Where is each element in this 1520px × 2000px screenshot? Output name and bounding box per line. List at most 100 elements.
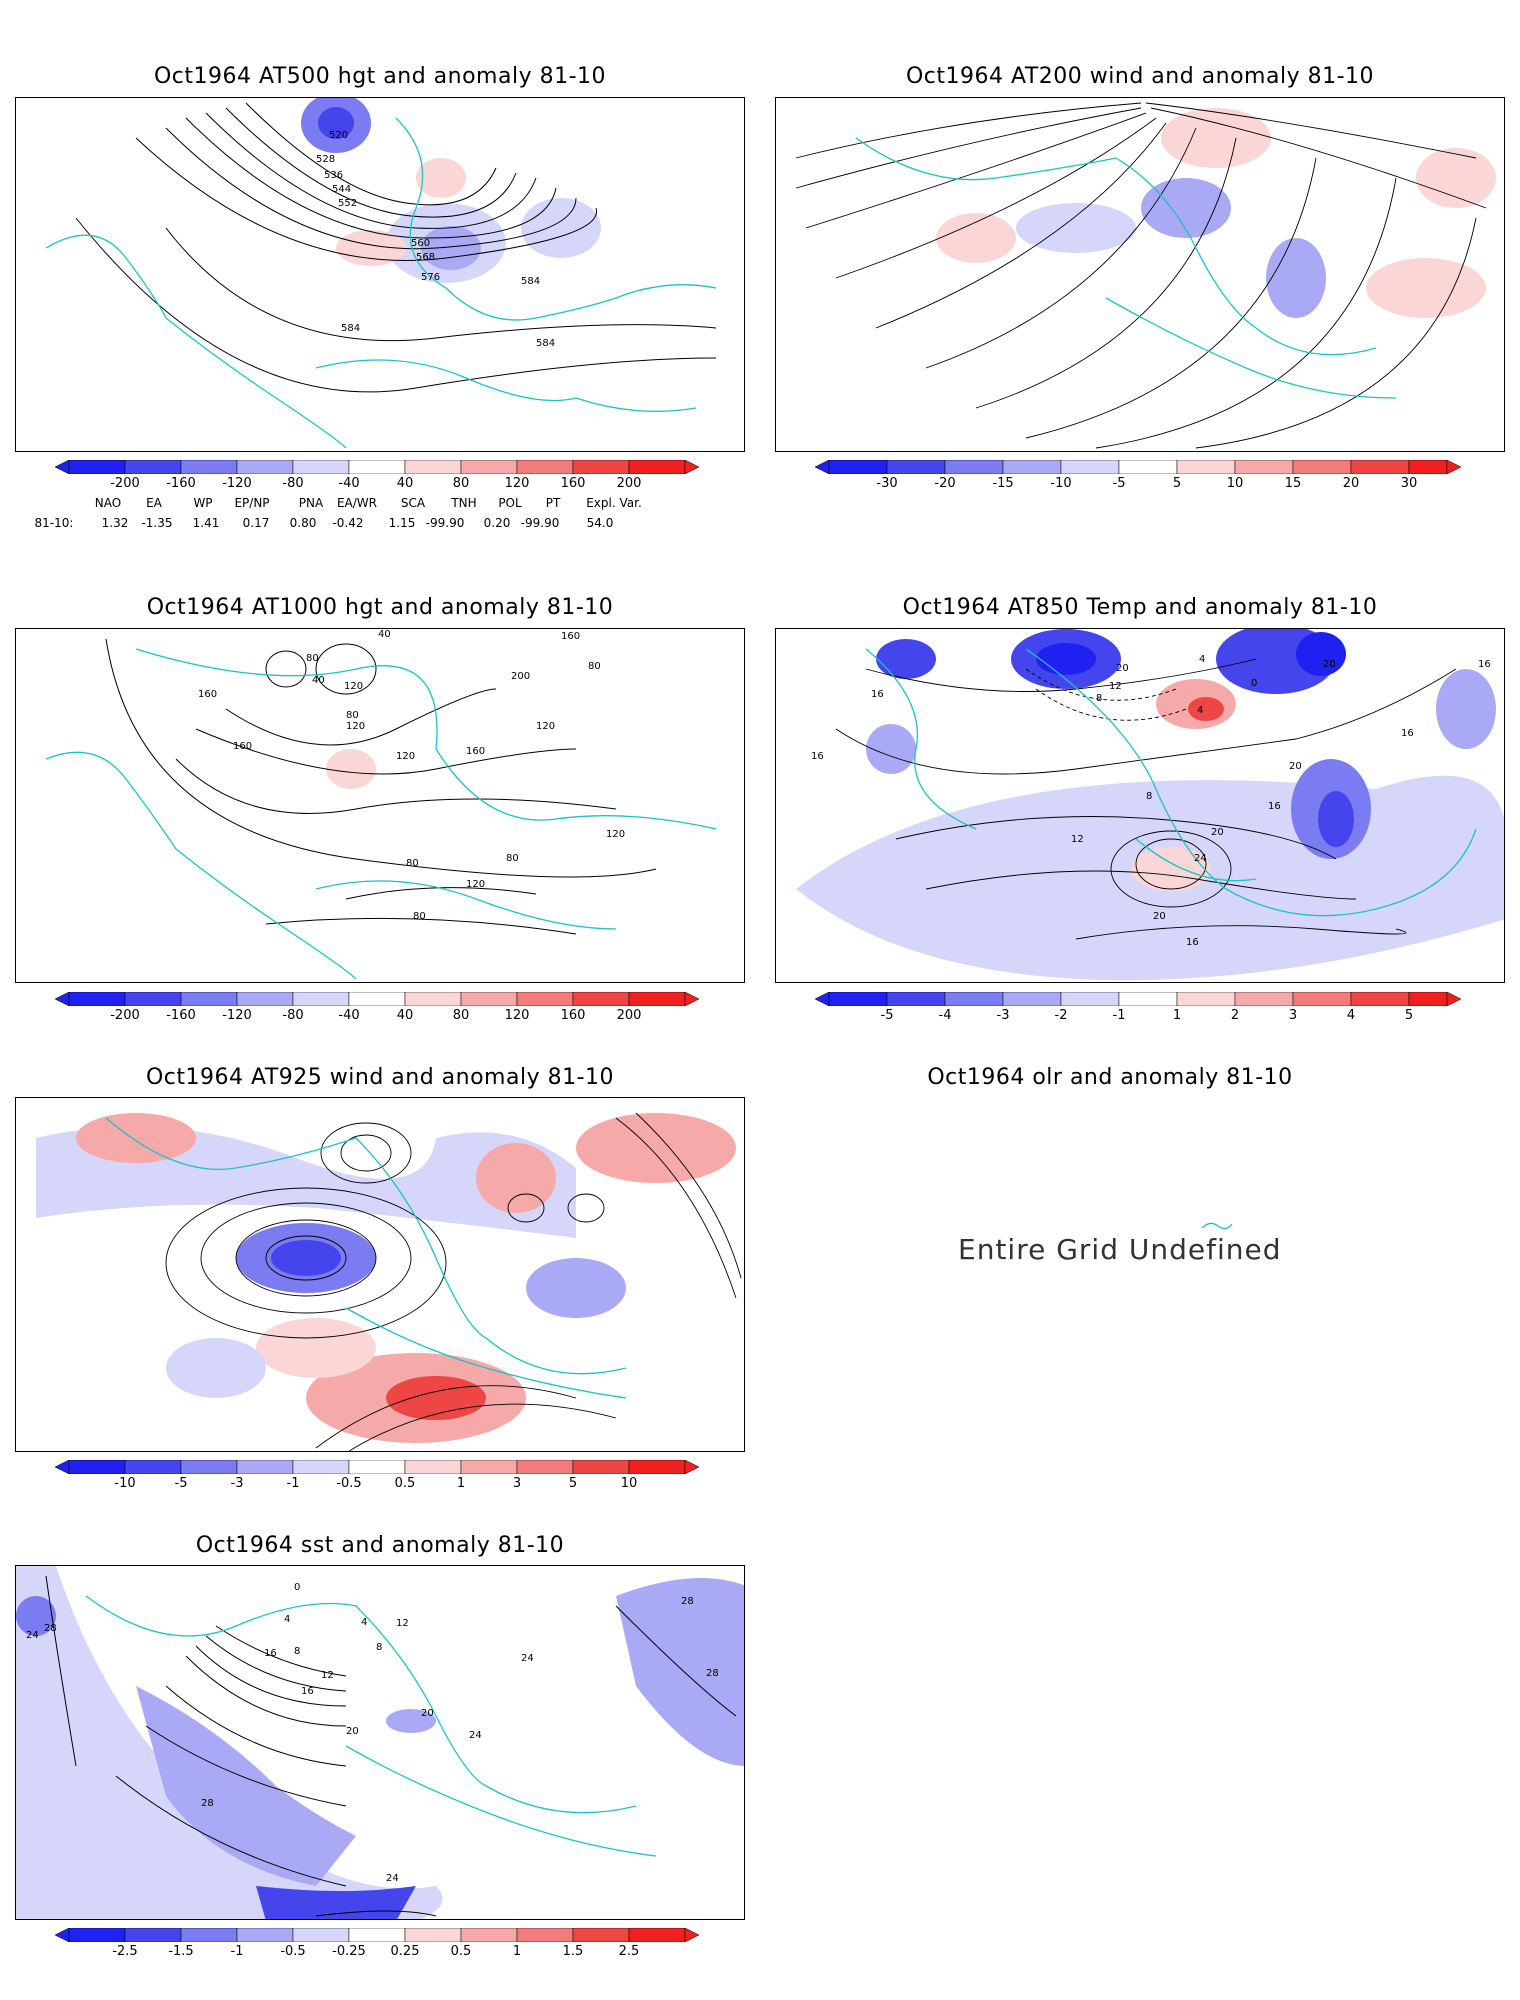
colorbar-hgt1000 bbox=[55, 992, 700, 1006]
svg-text:24: 24 bbox=[386, 1873, 399, 1884]
cbar-label: -30 bbox=[876, 476, 898, 491]
cbar-label: -200 bbox=[110, 1008, 140, 1023]
index-value: 0.20 bbox=[483, 516, 511, 530]
colorbar-temp850 bbox=[815, 992, 1462, 1006]
svg-text:8: 8 bbox=[294, 1646, 300, 1657]
cbar-label: -5 bbox=[174, 1476, 188, 1491]
index-value: 1.32 bbox=[101, 516, 129, 530]
svg-text:4: 4 bbox=[284, 1614, 290, 1625]
olr-coast-fragment bbox=[1201, 1222, 1233, 1230]
cbar-label: -5 bbox=[1112, 476, 1126, 491]
cbar-label: -5 bbox=[880, 1008, 894, 1023]
anomaly-fills bbox=[936, 108, 1496, 318]
cbar-label: 1 bbox=[456, 1476, 466, 1491]
cbar-label: 160 bbox=[560, 476, 586, 491]
cbar-label: -40 bbox=[338, 476, 360, 491]
svg-text:16: 16 bbox=[264, 1648, 277, 1659]
panel-title-olr: Oct1964 olr and anomaly 81-10 bbox=[927, 1065, 1293, 1090]
index-value-row: 81-10: 1.32 -1.35 1.41 0.17 0.80 -0.42 1… bbox=[0, 516, 740, 532]
svg-text:160: 160 bbox=[198, 689, 217, 700]
cbar-label: -40 bbox=[338, 1008, 360, 1023]
map-at925 bbox=[15, 1097, 745, 1452]
cbar-label: 5 bbox=[1172, 476, 1182, 491]
map-sst-svg: 28 24 28 0 4 8 4 8 12 16 20 20 24 24 28 … bbox=[16, 1566, 744, 1919]
svg-text:20: 20 bbox=[421, 1708, 434, 1719]
svg-text:552: 552 bbox=[338, 198, 357, 209]
map-at200-svg bbox=[795, 102, 1496, 449]
svg-text:24: 24 bbox=[521, 1653, 534, 1664]
svg-text:520: 520 bbox=[329, 130, 348, 141]
cbar-label: -0.25 bbox=[332, 1944, 366, 1959]
svg-text:80: 80 bbox=[413, 911, 426, 922]
svg-text:4: 4 bbox=[361, 1617, 367, 1628]
svg-text:28: 28 bbox=[201, 1798, 214, 1809]
wind-streamlines bbox=[795, 102, 1487, 449]
svg-text:8: 8 bbox=[376, 1642, 382, 1653]
svg-text:40: 40 bbox=[378, 629, 391, 640]
cbar-label: 0.25 bbox=[390, 1944, 420, 1959]
svg-text:12: 12 bbox=[1071, 834, 1084, 845]
coastlines bbox=[855, 137, 1397, 399]
cbar-label: 40 bbox=[396, 1008, 414, 1023]
panel-title-at925: Oct1964 AT925 wind and anomaly 81-10 bbox=[145, 1065, 615, 1090]
svg-text:24: 24 bbox=[1194, 853, 1207, 864]
svg-text:12: 12 bbox=[1109, 681, 1122, 692]
contour-labels: 520 528 536 544 552 560 568 576 584 584 … bbox=[316, 130, 555, 349]
map-at1000-svg: 40 80 40 120 160 200 160 80 120 160 120 … bbox=[45, 629, 717, 980]
svg-text:120: 120 bbox=[344, 681, 363, 692]
svg-text:20: 20 bbox=[346, 1726, 359, 1737]
coastlines bbox=[45, 117, 717, 449]
svg-text:8: 8 bbox=[1146, 791, 1152, 802]
index-value: -0.42 bbox=[332, 516, 364, 530]
svg-text:80: 80 bbox=[588, 661, 601, 672]
svg-text:16: 16 bbox=[301, 1686, 314, 1697]
anomaly-fills bbox=[36, 1113, 736, 1443]
cbar-label: 0.5 bbox=[450, 1944, 472, 1959]
index-value: 1.41 bbox=[192, 516, 220, 530]
height-contours bbox=[105, 638, 657, 935]
cbar-label: -20 bbox=[934, 476, 956, 491]
index-value: 0.17 bbox=[242, 516, 270, 530]
anomaly-fills bbox=[796, 629, 1504, 981]
panel-title-sst: Oct1964 sst and anomaly 81-10 bbox=[195, 1533, 565, 1558]
svg-text:20: 20 bbox=[1153, 911, 1166, 922]
cbar-label: -1.5 bbox=[168, 1944, 194, 1959]
cbar-label: 1 bbox=[1172, 1008, 1182, 1023]
cbar-label: -2 bbox=[1054, 1008, 1068, 1023]
index-header-row: NAO EA WP EP/NP PNA EA/WR SCA TNH POL PT… bbox=[0, 496, 740, 512]
cbar-label: 30 bbox=[1400, 476, 1418, 491]
svg-text:160: 160 bbox=[466, 746, 485, 757]
cbar-label: 10 bbox=[620, 1476, 638, 1491]
index-header: EA/WR bbox=[336, 496, 378, 510]
index-header: POL bbox=[498, 496, 522, 510]
cbar-label: 20 bbox=[1342, 476, 1360, 491]
height-contours bbox=[75, 102, 717, 393]
svg-text:20: 20 bbox=[1323, 659, 1336, 670]
index-header: WP bbox=[193, 496, 213, 510]
svg-text:40: 40 bbox=[312, 675, 325, 686]
svg-text:28: 28 bbox=[706, 1668, 719, 1679]
svg-text:560: 560 bbox=[411, 238, 430, 249]
cbar-label: -160 bbox=[166, 476, 196, 491]
index-value: 54.0 bbox=[586, 516, 614, 530]
panel-title-at850: Oct1964 AT850 Temp and anomaly 81-10 bbox=[902, 595, 1378, 620]
cbar-label: 80 bbox=[452, 1008, 470, 1023]
svg-text:80: 80 bbox=[406, 858, 419, 869]
svg-text:160: 160 bbox=[561, 631, 580, 642]
cbar-label: 3 bbox=[512, 1476, 522, 1491]
colorbar-wind925 bbox=[55, 1460, 700, 1474]
cbar-label: 3 bbox=[1288, 1008, 1298, 1023]
svg-text:120: 120 bbox=[346, 721, 365, 732]
svg-text:16: 16 bbox=[1401, 728, 1414, 739]
svg-text:80: 80 bbox=[346, 710, 359, 721]
contour-labels: 40 80 40 120 160 200 160 80 120 160 120 … bbox=[198, 629, 625, 922]
wind-streamlines bbox=[165, 1112, 742, 1451]
cbar-label: -1 bbox=[230, 1944, 244, 1959]
svg-text:16: 16 bbox=[811, 751, 824, 762]
svg-text:28: 28 bbox=[44, 1623, 57, 1634]
cbar-label: -120 bbox=[222, 476, 252, 491]
svg-text:4: 4 bbox=[1199, 654, 1205, 665]
coastlines bbox=[105, 1117, 627, 1399]
cbar-label: -3 bbox=[230, 1476, 244, 1491]
svg-text:160: 160 bbox=[233, 741, 252, 752]
